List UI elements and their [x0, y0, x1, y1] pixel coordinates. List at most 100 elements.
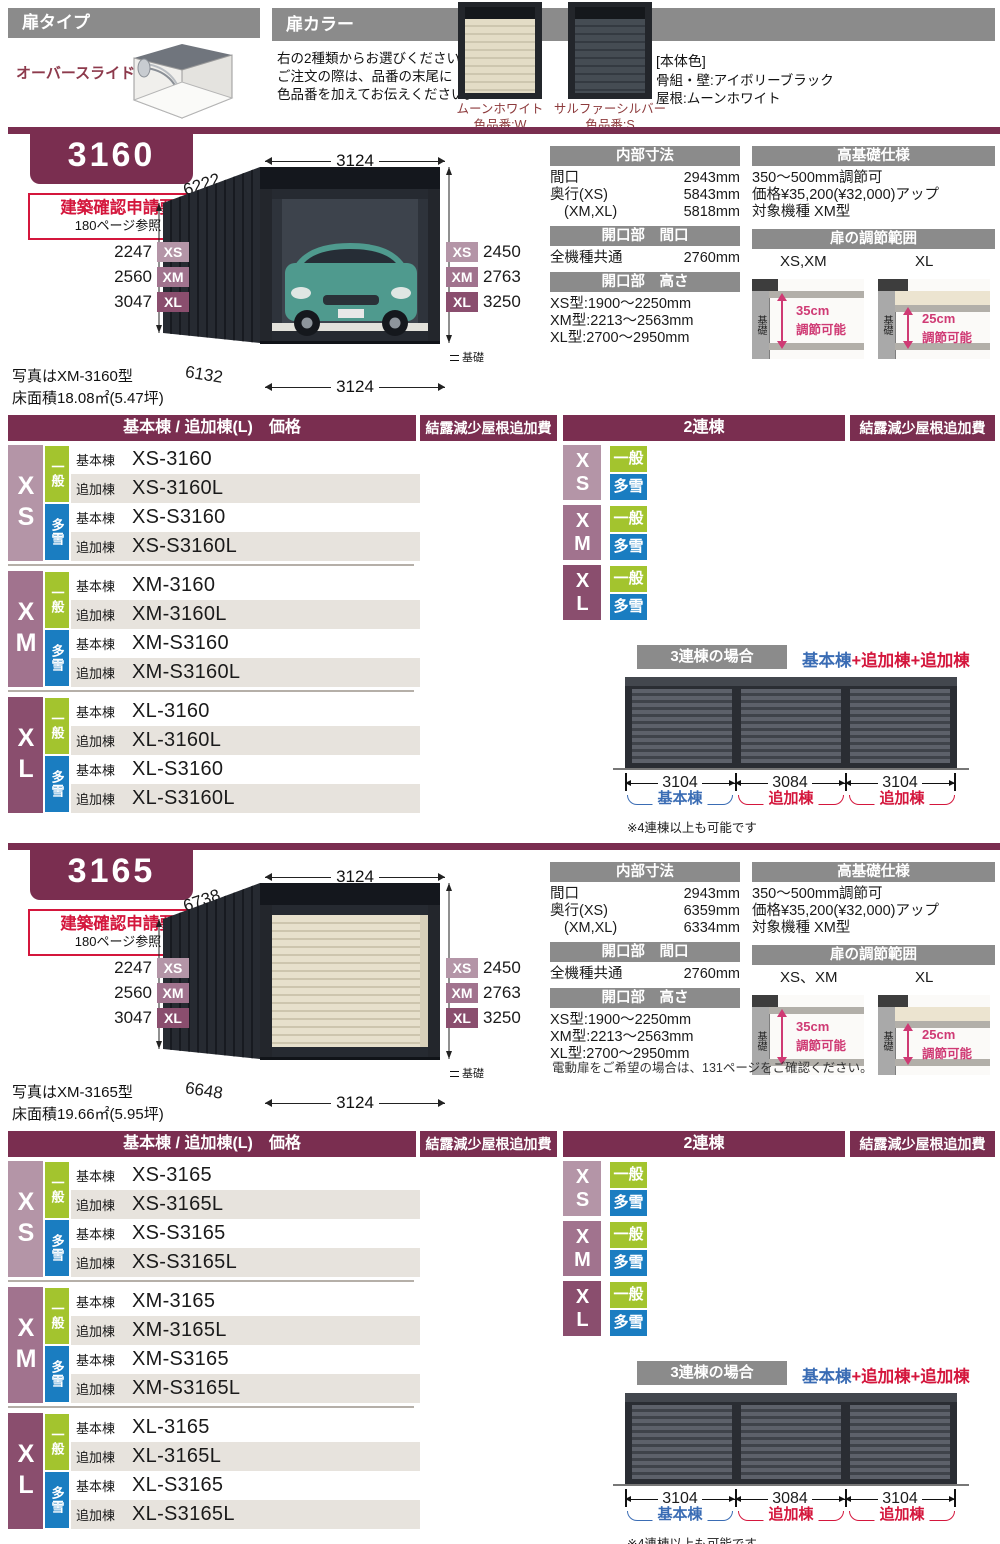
body-color-line2: 屋根:ムーンホワイト	[656, 91, 781, 106]
high-base-header: 高基礎仕様	[752, 146, 995, 166]
table-row: 追加棟 XS-S3160L	[71, 532, 420, 561]
duo-group-xs: XS 一般 多雪	[563, 1161, 683, 1216]
class-general: 一般	[610, 566, 647, 592]
height-left-xs: 2247 XS	[108, 242, 189, 262]
table-row: 基本棟 XL-S3165	[76, 1474, 224, 1496]
table-row: 基本棟 XS-3160	[76, 448, 212, 470]
height-value: 2763	[483, 983, 521, 1002]
section-band	[8, 843, 1000, 850]
section-3160: 3160 建築確認申請要 180ページ参照 3124 6222	[0, 127, 1000, 843]
dim-depth-bottom: 6132	[183, 362, 225, 387]
table-row: 追加棟 XS-S3165L	[71, 1248, 420, 1277]
duo-table-header: 2連棟	[563, 415, 845, 441]
table-row: 基本棟 XS-S3165	[76, 1222, 226, 1244]
table-row: 追加棟 XM-3165L	[71, 1316, 420, 1345]
divider	[8, 1406, 414, 1408]
size-badge-xs: XS	[446, 958, 478, 978]
swatch-sulfur-silver	[568, 2, 652, 99]
size-badge-xl: XL	[157, 1008, 189, 1028]
height-value: 3047	[114, 292, 152, 311]
height-value: 3047	[114, 1008, 152, 1027]
table-row: 追加棟 XL-3165L	[71, 1442, 420, 1471]
section-title: 3160	[30, 127, 193, 184]
class-general: 一般	[610, 1222, 647, 1248]
foundation-label: 基礎	[450, 1065, 484, 1081]
trio-shutters-graphic	[625, 1393, 957, 1485]
adjust-diagram-xsxm: 基礎 35cm 調節可能	[752, 279, 864, 359]
spec-line: 350〜500mm調節可	[752, 170, 883, 186]
adjust-diagram-xl: 基礎 25cm 調節可能	[878, 279, 990, 359]
class-general: 一般	[610, 446, 647, 472]
height-left-xl: 3047 XL	[108, 292, 189, 312]
table-row: 基本棟 XM-3160	[76, 574, 216, 596]
fee-header: 結露減少屋根追加費	[420, 415, 557, 441]
spec-line: XL型:2700〜2950mm	[550, 330, 690, 346]
permit-line1: 建築確認申請要	[60, 199, 176, 217]
table-row: 基本棟 XS-3165	[76, 1164, 212, 1186]
photo-note-model: 写真はXM-3165型	[12, 1084, 133, 1101]
class-general: 一般	[49, 712, 65, 740]
spec-inner-dimensions: 内部寸法 間口 2943mm 奥行(XS) 6359mm (XM,XL) 6334mm…	[550, 862, 740, 1063]
divider	[8, 1280, 414, 1282]
size-badge-label: XL	[571, 1285, 594, 1332]
size-badge-label: XL	[571, 569, 594, 616]
spec-line: XS型:1900〜2250mm	[550, 296, 692, 312]
trio-shutters-graphic	[625, 677, 957, 769]
size-badge-xl: XL	[157, 292, 189, 312]
permit-line1: 建築確認申請要	[60, 915, 176, 933]
height-value: 2450	[483, 958, 521, 977]
class-snow: 多雪	[49, 518, 65, 546]
price-group-xm: XM 一般 多雪 基本棟 XM-3160 追加棟 XM-3160L 基本棟 XM-S3…	[8, 571, 420, 687]
trio-block: 3連棟の場合 基本棟+追加棟+追加棟 3104 3084 3104 基本棟 追加…	[613, 645, 992, 840]
price-group-xm: XM 一般 多雪 基本棟 XM-3165 追加棟 XM-3165L 基本棟 XM-S3…	[8, 1287, 420, 1403]
class-snow: 多雪	[610, 474, 647, 500]
spec-line: 350〜500mm調節可	[752, 886, 883, 902]
size-badge-xs: XS	[446, 242, 478, 262]
table-row: 基本棟 XS-S3160	[76, 506, 226, 528]
class-general: 一般	[49, 1428, 65, 1456]
spec-high-foundation: 高基礎仕様 350〜500mm調節可 価格¥35,200(¥32,000)アップ…	[752, 146, 995, 273]
opening-height-header: 開口部 高さ	[550, 272, 740, 292]
foundation-vertical: 基礎	[755, 1031, 766, 1051]
class-general: 一般	[610, 1162, 647, 1188]
dim-top-width-value: 3124	[336, 867, 374, 886]
section-band	[8, 127, 1000, 134]
table-row: 追加棟 XS-3165L	[71, 1190, 420, 1219]
trio-dims: 3104 3084 3104	[625, 1489, 956, 1507]
class-snow: 多雪	[610, 1310, 647, 1336]
table-row: 基本棟 XM-S3160	[76, 632, 229, 654]
adjust-value: 35cm	[796, 303, 830, 318]
class-general: 一般	[49, 1302, 65, 1330]
spec-row: 奥行(XS) 5843mm	[550, 187, 740, 203]
class-snow: 多雪	[49, 770, 65, 798]
table-row: 追加棟 XL-S3165L	[71, 1500, 420, 1529]
dim-top-width: 3124	[265, 151, 446, 171]
size-badge-xs: XS	[157, 242, 189, 262]
spec-line: 対象機種 XM型	[752, 204, 851, 220]
spec-row: 全機種共通 2760mm	[550, 250, 740, 266]
door-adjust-labels: XS,XM XL	[752, 253, 995, 273]
size-badge-label: XM	[12, 598, 40, 660]
trio-braces: 基本棟 追加棟 追加棟	[625, 1503, 955, 1529]
class-snow: 多雪	[49, 1234, 65, 1262]
spec-row: 奥行(XS) 6359mm	[550, 903, 740, 919]
adjust-value: 25cm	[922, 1027, 956, 1042]
height-right-xl: XL 3250	[446, 292, 521, 312]
spec-line: 価格¥35,200(¥32,000)アップ	[752, 903, 939, 919]
spec-high-foundation: 高基礎仕様 350〜500mm調節可 価格¥35,200(¥32,000)アップ…	[752, 862, 995, 989]
garage-illustration-open	[156, 167, 452, 344]
class-snow: 多雪	[610, 1250, 647, 1276]
foundation-text: 基礎	[462, 1068, 484, 1080]
adjust-arrow	[903, 1023, 913, 1065]
table-row: 基本棟 XL-3165	[76, 1416, 210, 1438]
shutter-slats-dark	[575, 19, 645, 93]
table-row: 追加棟 XL-S3160L	[71, 784, 420, 813]
spec-row: 全機種共通 2760mm	[550, 966, 740, 982]
door-adjust-labels: XS、XM XL	[752, 969, 995, 989]
overslide-door-icon	[132, 44, 234, 119]
adjust-left-label: XS、XM	[780, 969, 838, 986]
height-value: 2450	[483, 242, 521, 261]
opening-width-header: 開口部 間口	[550, 226, 740, 246]
size-badge-label: XL	[12, 724, 40, 786]
